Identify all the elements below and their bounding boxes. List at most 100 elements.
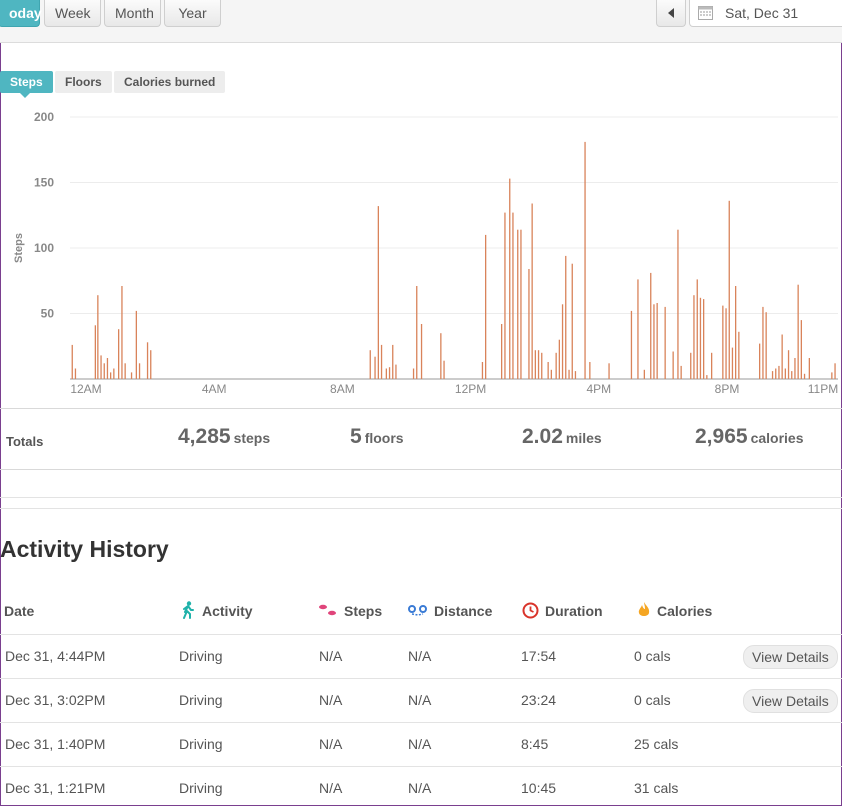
chart-bar (808, 358, 810, 379)
row-calories: 25 cals (634, 736, 679, 752)
chart-bar (803, 373, 806, 379)
x-tick-label: 8PM (715, 382, 740, 396)
total-calories-unit: calories (750, 430, 804, 446)
chart-bar (420, 324, 423, 379)
row-duration: 23:24 (521, 692, 557, 708)
total-miles-unit: miles (565, 430, 602, 446)
row-steps: N/A (319, 692, 343, 708)
chart-bar (146, 342, 149, 379)
chart-bar (124, 363, 126, 379)
walking-person-icon (183, 601, 194, 620)
row-distance: N/A (408, 648, 432, 664)
chart-bar (672, 351, 674, 379)
chart-bar (443, 360, 445, 379)
total-calories-value: 2,965 (695, 425, 748, 448)
view-details-button[interactable]: View Details (743, 689, 838, 713)
chart-bar (725, 308, 727, 379)
metric-tab-floors[interactable]: Floors (55, 71, 112, 93)
chart-bar (74, 368, 77, 379)
chart-bar (380, 344, 383, 379)
chart-bar (110, 372, 112, 379)
chart-bar (377, 206, 379, 379)
date-picker-value: Sat, Dec 31 (725, 5, 799, 21)
row-distance: N/A (408, 736, 432, 752)
chart-bar (385, 368, 387, 379)
chart-bar (834, 363, 836, 379)
chart-bar (100, 355, 102, 379)
chart-bar (759, 343, 761, 379)
row-calories: 0 cals (634, 648, 671, 664)
chart-bar (731, 347, 734, 379)
total-miles-value: 2.02 (522, 425, 563, 448)
column-header-duration[interactable]: Duration (522, 602, 603, 621)
totals-label: Totals (6, 434, 44, 449)
chart-bar (416, 286, 418, 379)
chart-bar (374, 356, 376, 379)
column-header-date[interactable]: Date (4, 603, 34, 619)
date-picker[interactable]: Sat, Dec 31 (689, 0, 842, 27)
row-date: Dec 31, 1:21PM (5, 780, 106, 796)
chart-bar (722, 305, 724, 379)
chart-bar (509, 178, 511, 379)
chart-bar (94, 325, 96, 379)
chart-bar (481, 362, 484, 379)
top-toolbar: oday Week Month Year Sat, Dec 31 (0, 0, 842, 43)
row-divider (0, 722, 842, 723)
row-date: Dec 31, 3:02PM (5, 692, 106, 708)
range-tab-week[interactable]: Week (44, 0, 101, 27)
distance-pins-icon (408, 605, 427, 617)
y-tick-label: 200 (34, 110, 54, 124)
chart-bar (150, 350, 152, 379)
range-tab-month[interactable]: Month (104, 0, 161, 27)
previous-day-button[interactable] (656, 0, 686, 27)
column-header-distance[interactable]: Distance (408, 603, 492, 619)
total-steps-value: 4,285 (178, 425, 231, 448)
column-header-calories-label: Calories (657, 603, 713, 619)
chart-bar (97, 295, 99, 379)
row-date: Dec 31, 1:40PM (5, 736, 106, 752)
chart-bar (831, 372, 833, 379)
chart-bar (589, 362, 591, 379)
chart-bar (728, 200, 730, 379)
chart-bar (504, 212, 506, 379)
chart-bar (775, 368, 777, 379)
row-steps: N/A (319, 736, 343, 752)
chart-bar (677, 229, 679, 379)
row-calories: 31 cals (634, 780, 679, 796)
range-tab-today[interactable]: oday (0, 0, 42, 27)
x-tick-label: 4AM (202, 382, 227, 396)
row-divider (0, 634, 842, 635)
calendar-icon (698, 6, 713, 20)
column-header-steps[interactable]: Steps (318, 603, 382, 619)
chart-bar (395, 364, 397, 379)
chart-bar (528, 269, 530, 379)
chart-bar (703, 299, 705, 379)
x-tick-label: 12AM (70, 382, 101, 396)
metric-tab-calories-burned[interactable]: Calories burned (114, 71, 226, 93)
column-header-steps-label: Steps (344, 603, 383, 619)
row-steps: N/A (319, 780, 343, 796)
row-steps: N/A (319, 648, 343, 664)
column-header-activity[interactable]: Activity (180, 601, 253, 621)
y-tick-label: 100 (34, 241, 54, 255)
y-tick-label: 50 (41, 307, 55, 321)
flame-icon (638, 602, 650, 617)
chart-bar (765, 312, 767, 379)
chart-bar (699, 297, 702, 379)
chart-bar (574, 371, 577, 379)
chart-bar (392, 344, 394, 379)
metric-tab-steps[interactable]: Steps (0, 71, 53, 98)
chart-bar (706, 375, 708, 379)
chart-bar (547, 362, 549, 379)
chart-bar (771, 371, 774, 379)
column-header-calories[interactable]: Calories (637, 602, 713, 621)
chart-bar (664, 306, 666, 379)
totals-bar: Totals 4,285 steps 5 floors 2.02 miles 2,96… (0, 408, 842, 470)
range-tab-year[interactable]: Year (164, 0, 221, 27)
row-distance: N/A (408, 692, 432, 708)
total-floors-value: 5 (350, 425, 362, 448)
chart-bar (565, 255, 567, 379)
chart-bar (412, 368, 415, 379)
chart-bar (555, 352, 557, 379)
view-details-button[interactable]: View Details (743, 645, 838, 669)
